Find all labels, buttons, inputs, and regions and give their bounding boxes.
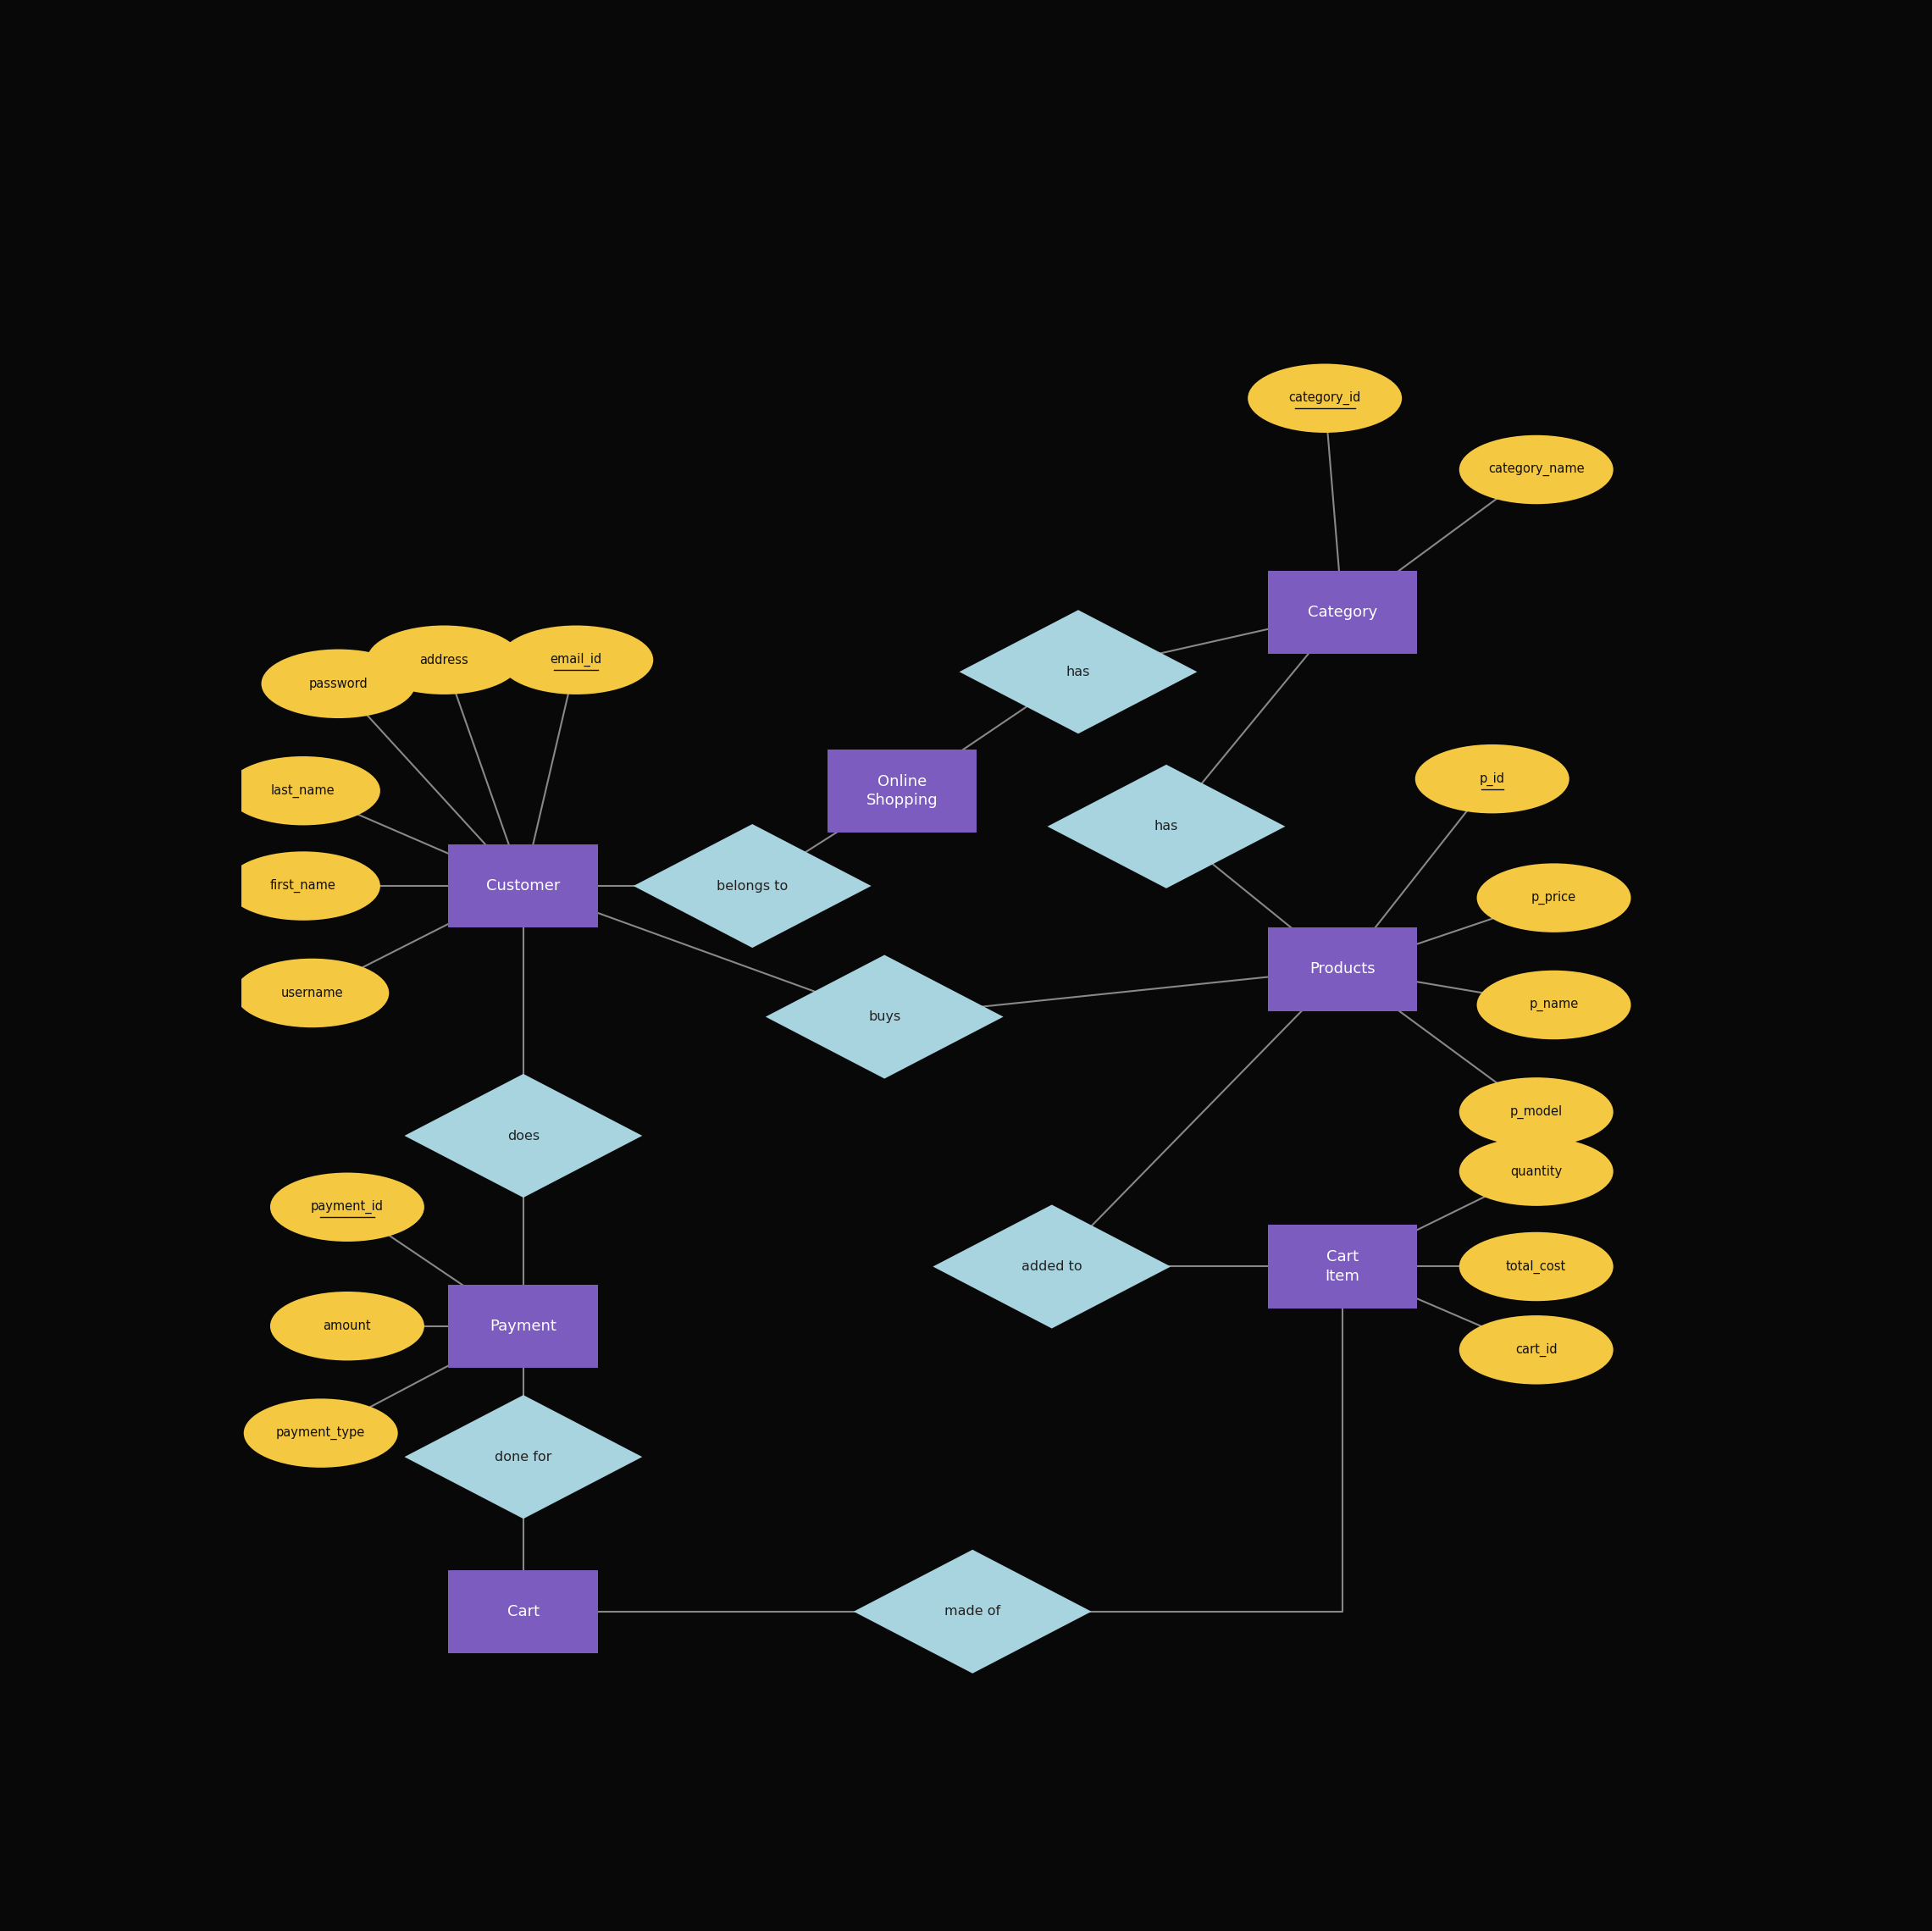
FancyBboxPatch shape [1267,572,1418,655]
Text: Cart: Cart [508,1605,539,1620]
Ellipse shape [1459,1077,1613,1147]
Text: last_name: last_name [270,784,334,798]
Text: Category: Category [1308,604,1378,620]
Text: password: password [309,678,367,689]
Text: Cart
Item: Cart Item [1325,1249,1360,1284]
Text: category_name: category_name [1488,463,1584,477]
Ellipse shape [1476,971,1631,1039]
FancyBboxPatch shape [448,844,599,927]
Ellipse shape [1476,863,1631,933]
Text: total_cost: total_cost [1507,1259,1567,1273]
Text: belongs to: belongs to [717,881,788,892]
Text: quantity: quantity [1511,1164,1563,1178]
Polygon shape [1047,765,1285,888]
Text: address: address [419,653,469,666]
Ellipse shape [498,626,653,695]
Ellipse shape [367,626,522,695]
Ellipse shape [1459,1137,1613,1207]
Text: p_price: p_price [1532,890,1577,906]
Text: Online
Shopping: Online Shopping [866,774,937,807]
Text: does: does [508,1130,539,1141]
Text: added to: added to [1022,1261,1082,1273]
Ellipse shape [270,1172,425,1242]
Text: amount: amount [323,1319,371,1332]
Text: done for: done for [495,1450,553,1464]
Ellipse shape [1414,743,1569,813]
Text: email_id: email_id [551,653,603,666]
Text: payment_id: payment_id [311,1201,384,1215]
Ellipse shape [270,1292,425,1361]
Text: has: has [1153,821,1179,832]
Polygon shape [960,610,1198,734]
Polygon shape [765,956,1003,1079]
Ellipse shape [1459,1315,1613,1385]
Ellipse shape [1248,363,1403,433]
FancyBboxPatch shape [448,1570,599,1653]
Text: buys: buys [867,1010,900,1023]
FancyBboxPatch shape [827,749,978,832]
Text: p_model: p_model [1511,1105,1563,1118]
Text: username: username [280,987,344,1000]
FancyBboxPatch shape [1267,927,1418,1010]
Text: Payment: Payment [491,1319,556,1334]
Text: cart_id: cart_id [1515,1342,1557,1357]
Ellipse shape [1459,1232,1613,1301]
Text: category_id: category_id [1289,392,1360,406]
Ellipse shape [236,958,388,1027]
Ellipse shape [1459,434,1613,504]
Text: made of: made of [945,1605,1001,1618]
FancyBboxPatch shape [1267,1224,1418,1307]
Text: payment_type: payment_type [276,1427,365,1441]
Text: Products: Products [1310,962,1376,977]
Text: p_name: p_name [1528,998,1578,1012]
Text: first_name: first_name [270,879,336,892]
Polygon shape [404,1074,641,1197]
Ellipse shape [226,852,381,921]
Polygon shape [404,1394,641,1520]
Text: has: has [1066,666,1090,678]
FancyBboxPatch shape [448,1284,599,1367]
Ellipse shape [261,649,415,718]
Polygon shape [634,825,871,948]
Polygon shape [854,1551,1092,1674]
Text: p_id: p_id [1480,772,1505,786]
Text: Customer: Customer [487,879,560,894]
Ellipse shape [243,1398,398,1468]
Ellipse shape [226,757,381,825]
Polygon shape [933,1205,1171,1329]
